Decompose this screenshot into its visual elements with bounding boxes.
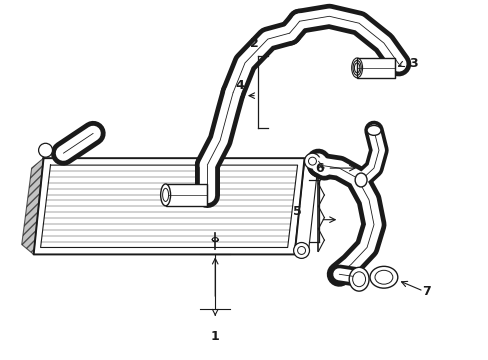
Text: 3: 3	[408, 57, 416, 71]
Ellipse shape	[348, 267, 368, 291]
Circle shape	[308, 157, 316, 165]
Ellipse shape	[374, 270, 392, 284]
Bar	[165, 184, 207, 206]
Text: 4: 4	[235, 79, 244, 92]
Text: 2: 2	[249, 37, 258, 50]
Ellipse shape	[369, 266, 397, 288]
Text: 5: 5	[293, 205, 302, 218]
Ellipse shape	[354, 173, 366, 187]
Ellipse shape	[163, 188, 168, 202]
Circle shape	[293, 243, 309, 258]
Polygon shape	[21, 158, 43, 255]
Circle shape	[39, 143, 52, 157]
Text: 7: 7	[421, 285, 430, 298]
Ellipse shape	[366, 125, 380, 135]
Polygon shape	[294, 161, 318, 251]
Ellipse shape	[352, 272, 365, 287]
Circle shape	[297, 247, 305, 255]
Circle shape	[304, 153, 320, 169]
Text: 6: 6	[314, 162, 323, 175]
Bar	[356, 58, 394, 78]
Ellipse shape	[161, 184, 170, 206]
Text: 1: 1	[210, 330, 219, 343]
